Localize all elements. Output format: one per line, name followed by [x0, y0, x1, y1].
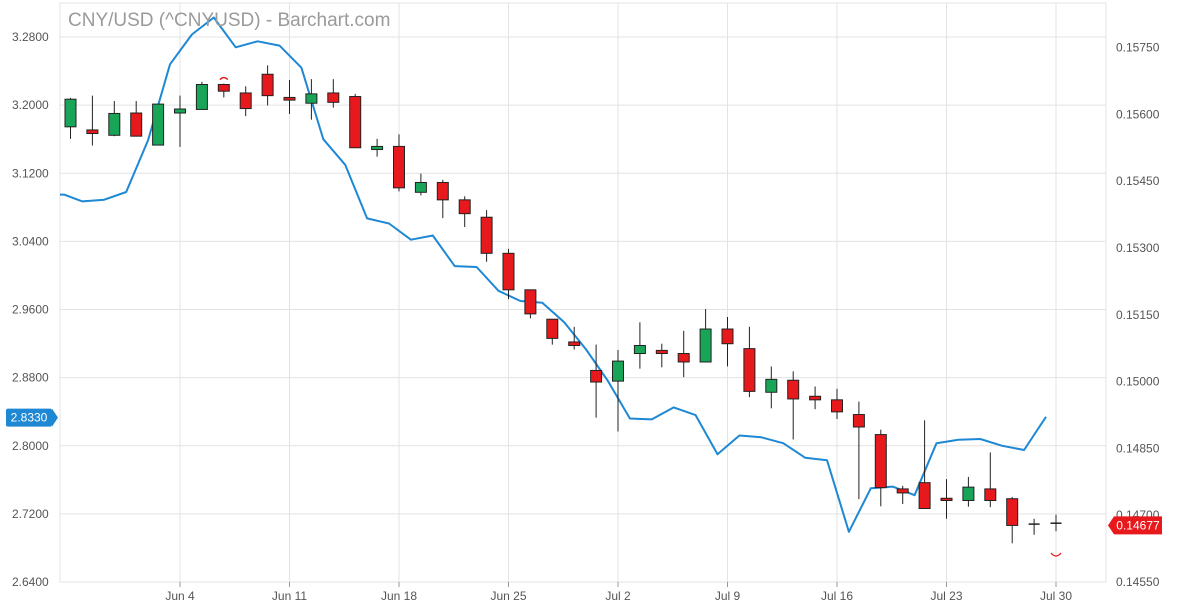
candle-body	[852, 414, 865, 428]
candle-body	[546, 318, 559, 339]
right-tick-label: 0.14550	[1116, 575, 1160, 589]
left-tick-label: 3.0400	[12, 234, 49, 248]
candle-body	[327, 92, 340, 103]
left-tick-label: 2.9600	[12, 303, 49, 317]
left-tick-label: 3.2800	[12, 30, 49, 44]
candle-body	[1006, 498, 1019, 526]
right-tick-label: 0.15150	[1116, 308, 1160, 322]
grid-layer	[59, 2, 1107, 583]
plot-frame	[59, 2, 1107, 583]
candle-body	[655, 349, 668, 355]
candle-body	[633, 345, 646, 355]
axes-layer: 3.2800 0.15750 3.2000 0.15600 3.1200 0.15450 3…	[6, 30, 1162, 603]
candle-body	[874, 434, 887, 489]
candle-body	[130, 112, 143, 137]
chart-title: CNY/USD (^CNYUSD) - Barchart.com	[68, 10, 390, 31]
left-tick-label: 2.8800	[12, 371, 49, 385]
right-tick-label: 0.15750	[1116, 41, 1160, 55]
candle-body	[414, 181, 427, 193]
candle-body	[502, 252, 515, 291]
left-current-badge-arrow	[52, 408, 58, 427]
x-tick-label: Jul 2	[605, 589, 631, 603]
x-tick-label: Jul 30	[1040, 589, 1072, 603]
candle-body	[305, 93, 318, 104]
left-current-badge	[6, 408, 52, 427]
candle-body	[480, 216, 493, 254]
left-tick-label: 2.7200	[12, 507, 49, 521]
x-tick-label: Jun 25	[490, 589, 526, 603]
candle-body	[962, 486, 975, 501]
left-tick-label: 3.1200	[12, 166, 49, 180]
left-tick-label: 3.2000	[12, 98, 49, 112]
x-tick-label: Jun 18	[381, 589, 417, 603]
right-current-badge	[1108, 516, 1162, 535]
candle-body	[64, 98, 77, 128]
candle-body	[393, 145, 405, 189]
candle-body	[918, 482, 931, 510]
left-tick-label: 2.6400	[12, 575, 49, 589]
left-tick-label: 2.8000	[12, 439, 49, 453]
candle-body	[590, 369, 603, 383]
candle-body	[677, 353, 690, 363]
candle-body	[152, 103, 165, 146]
x-tick-label: Jun 4	[165, 589, 195, 603]
candle-body	[436, 181, 449, 201]
candle-body	[984, 488, 997, 501]
candle-body	[831, 399, 843, 413]
candle-body	[239, 92, 252, 110]
x-tick-label: Jul 23	[930, 589, 962, 603]
candle-body	[809, 395, 822, 401]
x-tick-label: Jun 11	[272, 589, 307, 603]
candle-body	[524, 289, 537, 315]
right-tick-label: 0.15300	[1116, 241, 1160, 255]
candle-body	[283, 96, 296, 101]
candle-body	[896, 488, 909, 494]
candle-body	[568, 341, 581, 347]
candle-body	[765, 378, 778, 393]
low-marker	[1050, 552, 1062, 557]
left-current-label: 2.8330	[11, 411, 48, 425]
right-tick-label: 0.15600	[1116, 107, 1160, 121]
candle-body	[261, 73, 274, 97]
candles-layer	[64, 65, 1062, 557]
candle-body	[612, 360, 624, 382]
right-tick-label: 0.15000	[1116, 375, 1160, 389]
candle-body	[458, 199, 471, 215]
candle-body	[349, 96, 362, 149]
candle-body	[940, 497, 953, 501]
x-tick-label: Jul 9	[715, 589, 741, 603]
candle-body	[721, 328, 734, 345]
right-tick-label: 0.15450	[1116, 174, 1160, 188]
candle-body	[195, 84, 208, 110]
candle-body	[699, 328, 712, 363]
right-current-label: 0.14677	[1116, 518, 1160, 532]
candle-body	[743, 348, 756, 392]
candle-body	[217, 84, 230, 92]
candle-body	[86, 129, 99, 134]
candle-body	[787, 379, 800, 400]
candle-body	[108, 112, 121, 136]
candle-body	[174, 108, 186, 114]
x-tick-label: Jul 16	[821, 589, 853, 603]
candle-body	[371, 145, 384, 151]
high-marker	[219, 76, 229, 81]
right-tick-label: 0.14850	[1116, 441, 1160, 455]
